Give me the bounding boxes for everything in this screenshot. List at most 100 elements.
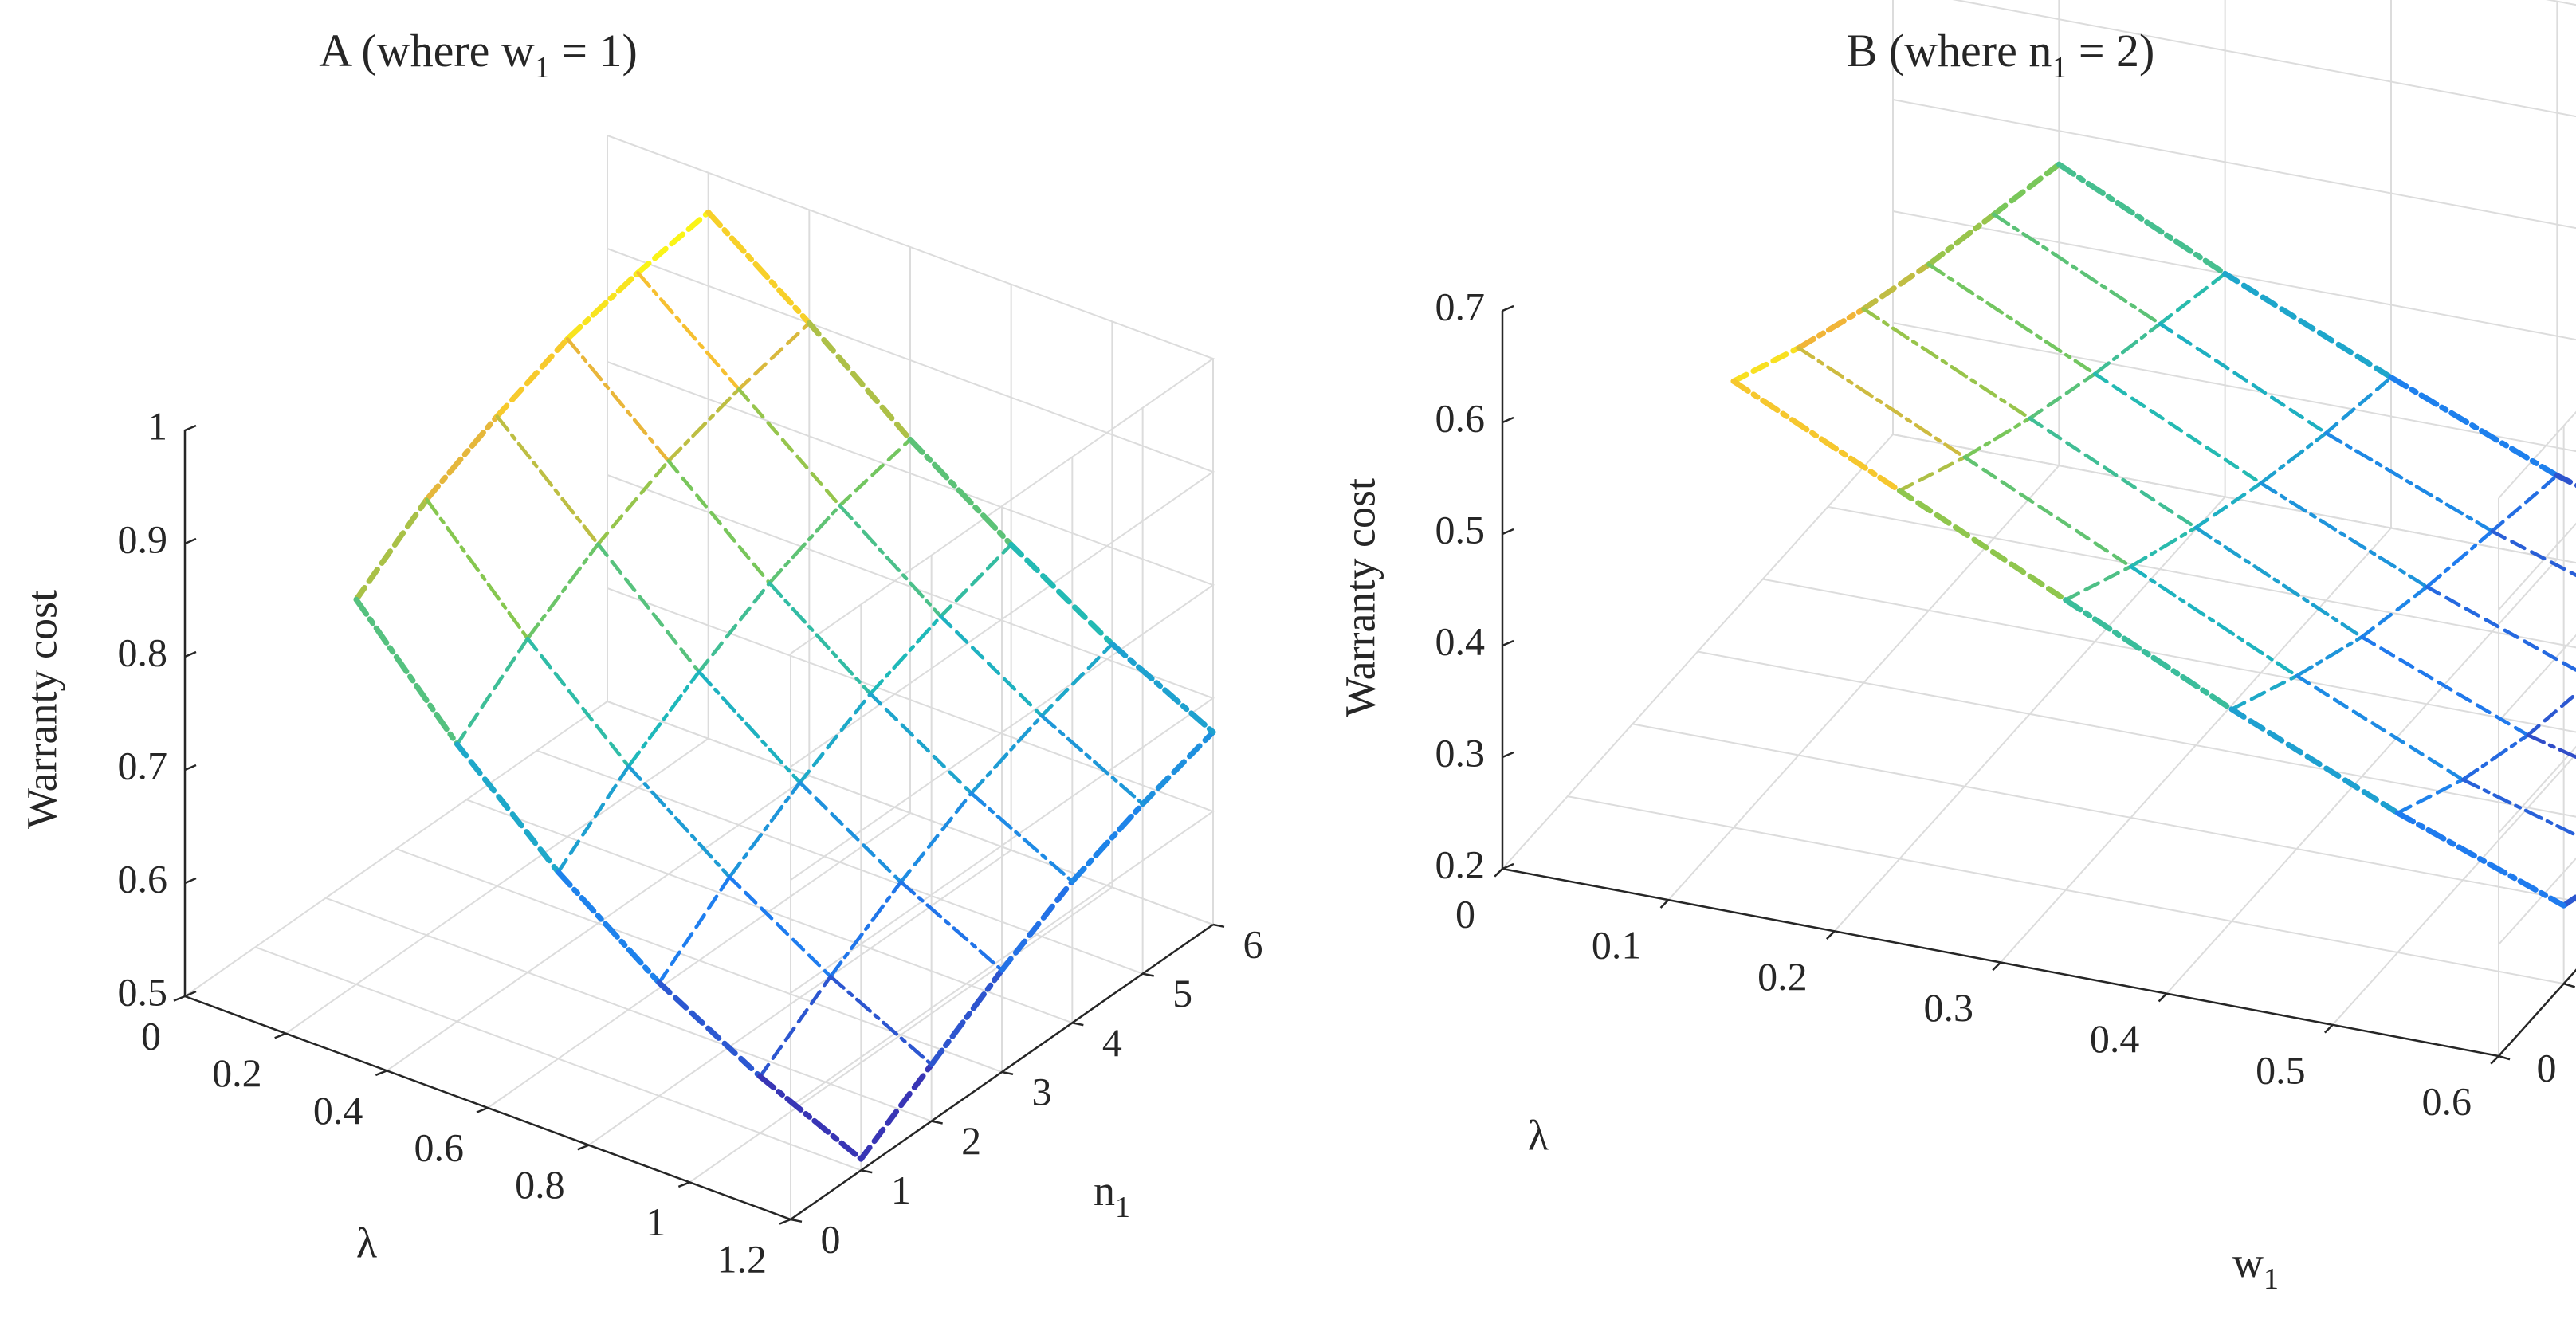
mesh-segment	[838, 504, 943, 618]
x-tick-mark	[2158, 992, 2168, 1003]
x-tick-label: 0.2	[1757, 954, 1808, 999]
mesh-segment	[768, 581, 873, 696]
z-tick-label: 1	[147, 403, 167, 448]
z-tick-mark	[1502, 862, 1514, 870]
mesh-segment	[2360, 634, 2530, 737]
mesh-segment	[758, 974, 833, 1078]
mesh-segment	[697, 581, 772, 674]
mesh-segment	[828, 880, 903, 979]
mesh-segment	[2093, 371, 2263, 485]
mesh-segment	[2490, 529, 2576, 578]
mesh-segment	[838, 438, 913, 508]
mesh-segment	[1730, 345, 1802, 384]
z-axis-label: Warranty cost	[1336, 478, 1384, 717]
mesh-segment	[969, 791, 1074, 884]
z-tick-label: 0.7	[1435, 284, 1486, 328]
mesh-segment	[2229, 673, 2299, 712]
mesh-segment	[2222, 270, 2394, 380]
mesh-segment	[666, 387, 741, 463]
y-tick-mark	[790, 1218, 803, 1223]
mesh-segment	[899, 791, 973, 884]
y-tick-mark	[931, 1120, 943, 1125]
mesh-segment	[828, 974, 933, 1066]
z-tick-label: 0.5	[118, 969, 168, 1014]
chart-title: A (where w1 = 1)	[319, 25, 638, 84]
mesh-segment	[1860, 261, 1932, 312]
x-tick-label: 0.1	[1592, 923, 1642, 968]
z-tick-label: 0.7	[118, 743, 168, 787]
x-tick-label: 0	[1455, 891, 1475, 936]
z-tick-mark	[184, 537, 197, 545]
mesh-segment	[2460, 733, 2530, 782]
mesh-segment	[626, 670, 701, 768]
y-tick-label: 3	[1032, 1069, 1052, 1113]
z-tick-mark	[1502, 639, 1514, 647]
mesh-segment	[494, 336, 571, 419]
mesh-segment	[2093, 321, 2162, 376]
mesh-segment	[636, 270, 741, 391]
z-tick-label: 0.9	[118, 516, 168, 561]
z-tick-label: 0.2	[1435, 842, 1486, 886]
z-tick-mark	[184, 650, 197, 658]
x-tick-mark	[779, 1218, 791, 1225]
mesh-segment	[1962, 455, 2133, 569]
mesh-segment	[2360, 585, 2429, 639]
x-tick-label: 0.5	[2256, 1047, 2306, 1092]
z-tick-label: 0.6	[118, 856, 168, 901]
z-axis-label: Warranty cost	[18, 590, 65, 829]
y-tick-label: 2	[961, 1118, 981, 1163]
mesh-segment	[2490, 473, 2559, 533]
mesh-segment	[907, 436, 1015, 548]
mesh-segment	[868, 692, 973, 795]
y-tick-mark	[2563, 982, 2576, 988]
mesh-segment	[2064, 564, 2133, 602]
mesh-segment	[2028, 416, 2198, 530]
mesh-segment	[1109, 641, 1216, 736]
x-tick-mark	[1494, 868, 1503, 878]
mesh-segment	[899, 880, 1004, 972]
x-tick-mark	[476, 1106, 489, 1113]
mesh-segment	[2561, 893, 2576, 909]
mesh-segment	[556, 764, 630, 874]
mesh-segment	[939, 615, 1044, 718]
mesh-segment	[565, 336, 670, 463]
mesh-segment	[2295, 634, 2364, 678]
z-tick-mark	[1502, 416, 1514, 424]
mesh-segment	[798, 692, 873, 785]
y-tick-label: 5	[1172, 971, 1192, 1015]
x-axis-label: w1	[2232, 1239, 2279, 1295]
floor-grid-line	[1697, 650, 2576, 818]
mesh-segment	[705, 209, 812, 326]
mesh-segment	[1962, 416, 2032, 459]
x-tick-mark	[1659, 899, 1670, 909]
x-tick-label: 0.3	[1924, 985, 1974, 1030]
mesh-segment	[1992, 212, 2162, 326]
floor-grid-line	[1762, 578, 2576, 733]
chart-title: B (where n1 = 2)	[1847, 25, 2155, 84]
floor-grid-line	[1828, 505, 2576, 649]
mesh-segment	[2193, 481, 2263, 530]
floor-grid-line	[1567, 795, 2564, 985]
mesh-segment	[626, 764, 732, 879]
y-tick-label: 0	[821, 1216, 841, 1261]
floor-grid-line	[1632, 723, 2576, 902]
mesh-segment	[2324, 375, 2393, 435]
mesh-segment	[806, 320, 913, 442]
x-tick-label: 0	[141, 1013, 161, 1058]
mesh-segment	[596, 542, 701, 674]
mesh-segment	[666, 459, 772, 585]
x-tick-label: 0.2	[212, 1050, 262, 1095]
x-tick-mark	[1825, 930, 1836, 940]
x-tick-mark	[2323, 1023, 2334, 1034]
mesh-segment	[656, 980, 764, 1080]
mesh-segment	[736, 321, 811, 391]
floor-grid-line	[465, 799, 1073, 1024]
mesh-segment	[1991, 161, 2062, 218]
x-tick-label: 0.4	[2090, 1016, 2140, 1061]
z-tick-label: 0.3	[1435, 730, 1486, 775]
mesh-segment	[2158, 321, 2328, 435]
floor-grid-line	[536, 749, 1144, 975]
mesh-segment	[2259, 481, 2429, 589]
mesh-segment	[2228, 706, 2401, 816]
